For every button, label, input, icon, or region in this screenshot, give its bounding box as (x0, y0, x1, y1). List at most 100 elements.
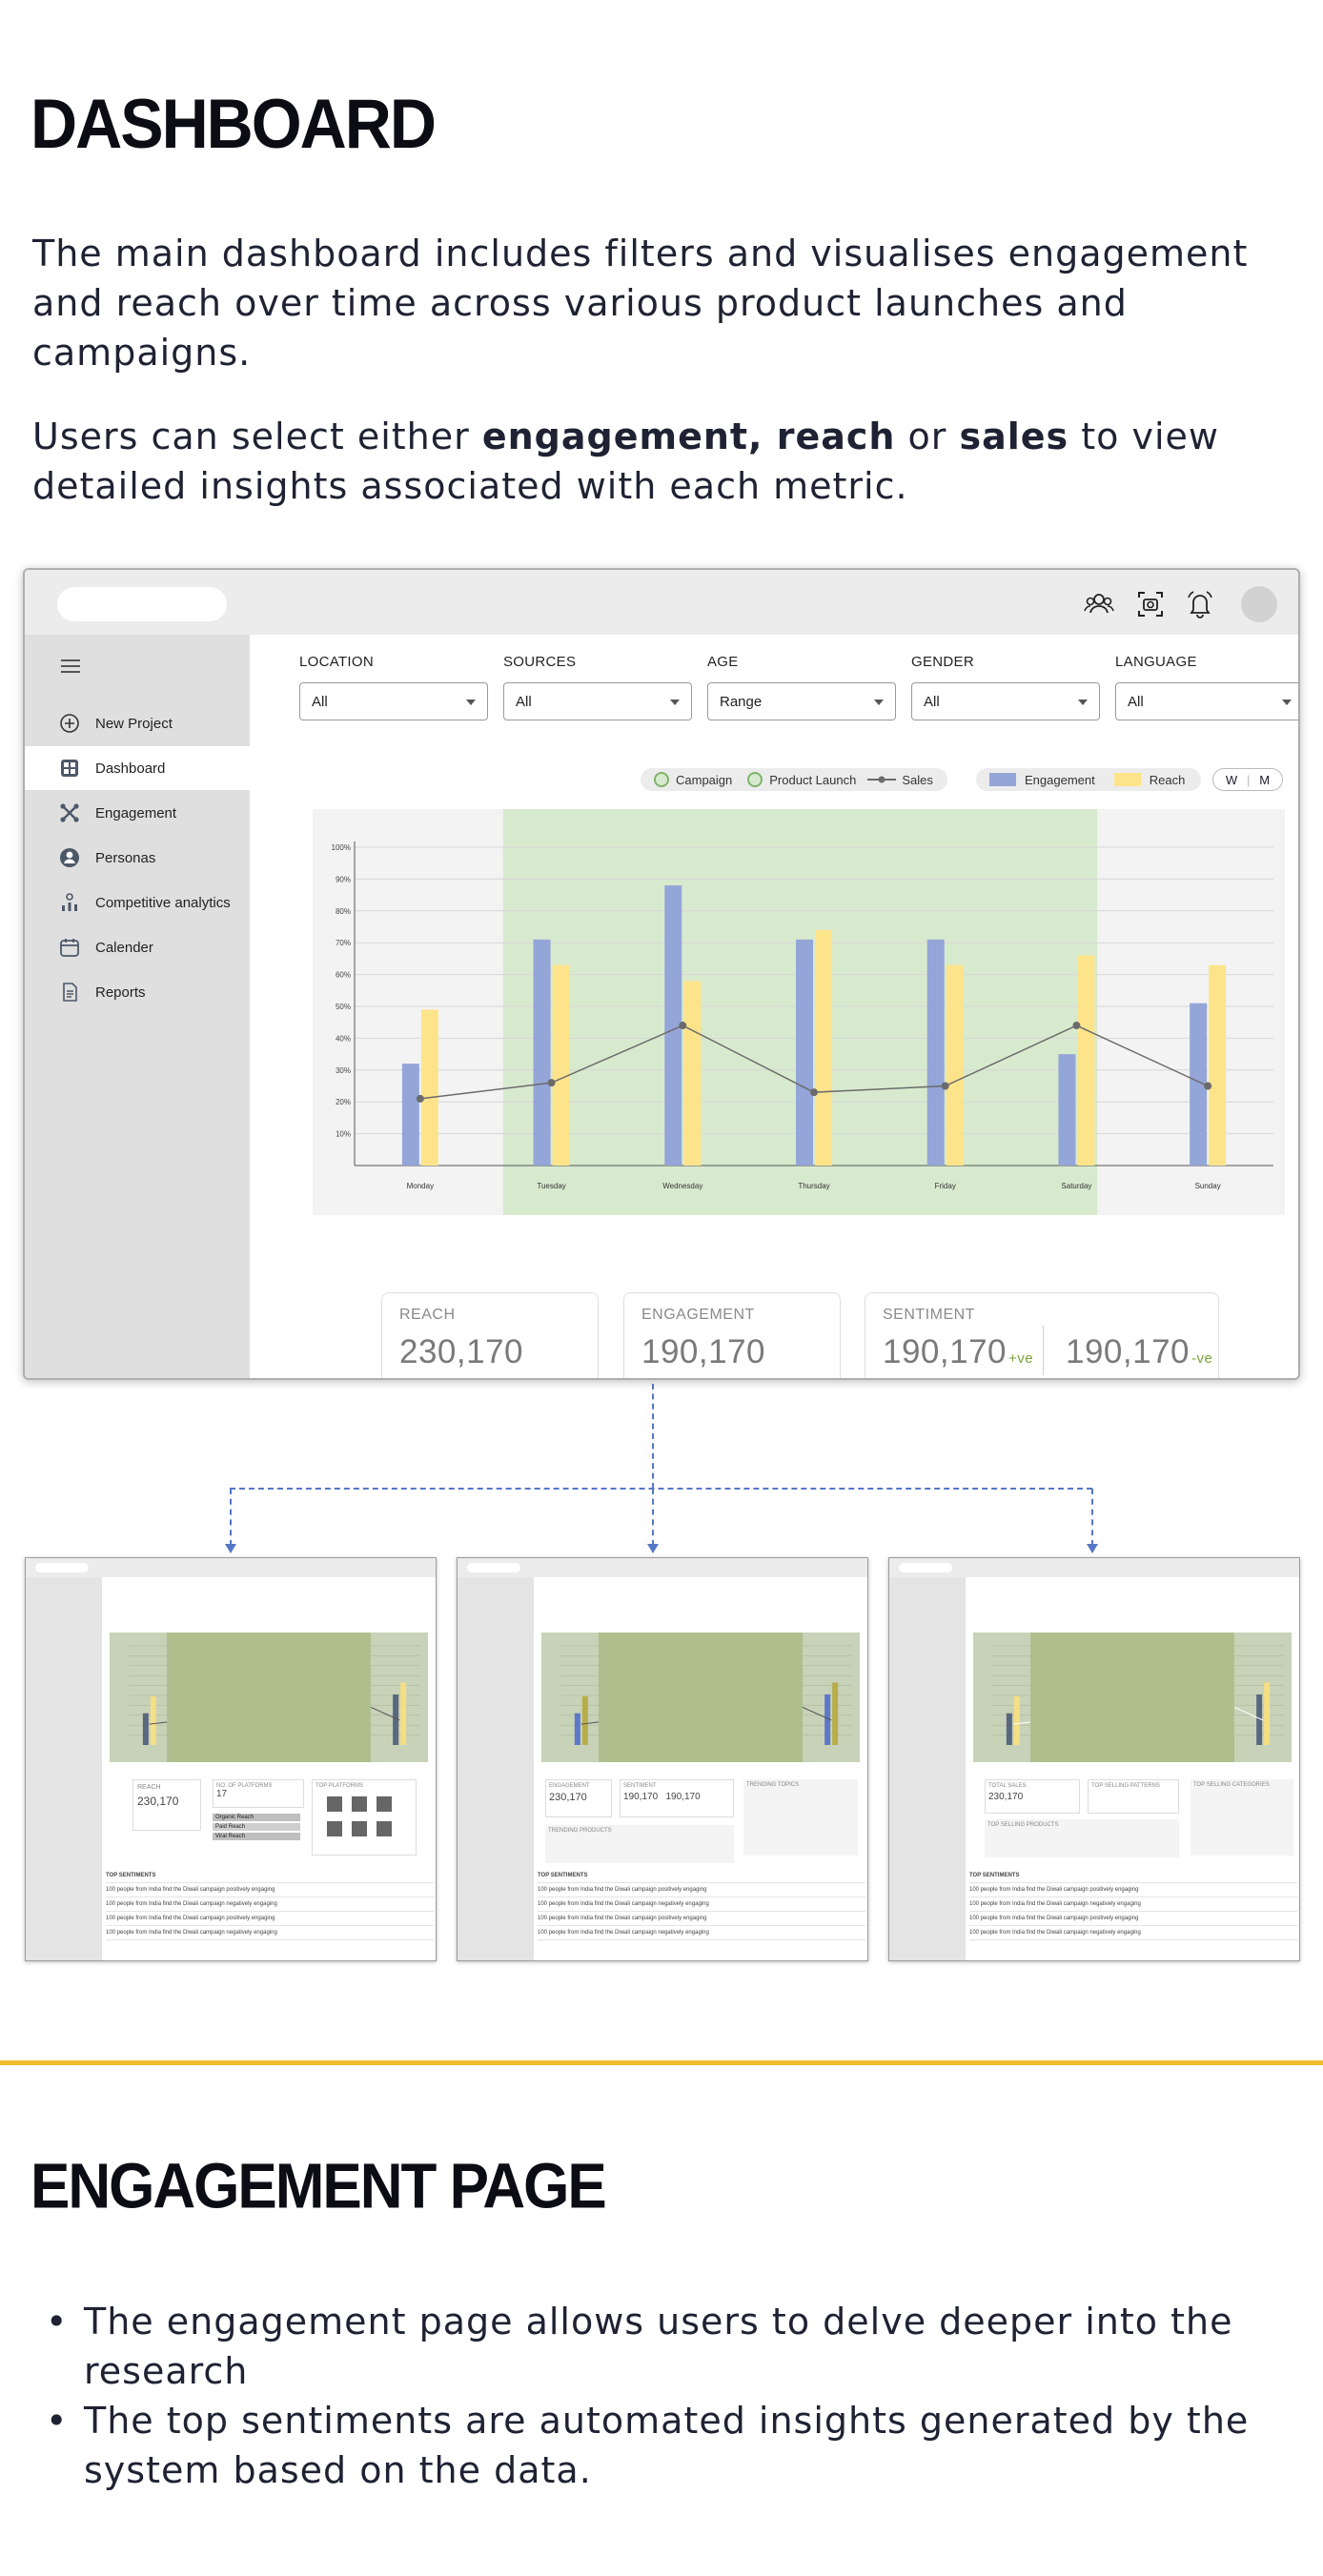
mini-selling-patterns: TOP SELLING PATTERNS (1088, 1779, 1179, 1814)
location-select[interactable]: All (299, 682, 488, 720)
sidebar-item-label: Dashboard (95, 760, 166, 777)
y-tick-label: 100% (332, 843, 351, 852)
sentiment-card-title: SENTIMENT (883, 1307, 975, 1323)
x-tick-label: Friday (935, 1182, 956, 1190)
reach-card-title: REACH (399, 1307, 456, 1323)
engagement-bar (926, 939, 945, 1166)
users-icon[interactable] (1083, 588, 1115, 620)
sales-point (810, 1088, 818, 1097)
dashboard-title: DASHBOARD (31, 85, 437, 164)
thumbnail-reach-page[interactable]: REACH 230,170 NO. OF PLATFORMS 17 Organic … (25, 1557, 437, 1961)
avatar[interactable] (1241, 586, 1277, 622)
sidebar-item-personas[interactable]: Personas (25, 836, 259, 880)
thumbnail-engagement-page[interactable]: ENGAGEMENT 230,170 SENTIMENT 190,170 190,1… (457, 1557, 868, 1961)
person-icon (60, 848, 79, 867)
main-content: LOCATION All SOURCES All AGE Range GENDE… (250, 635, 1298, 1378)
mini-top-platforms: TOP PLATFORMS (312, 1779, 417, 1856)
sources-select[interactable]: All (503, 682, 692, 720)
thumbnail-sales-page[interactable]: TOTAL SALES 230,170 TOP SELLING PATTERNS … (888, 1557, 1300, 1961)
bullet-item: The engagement page allows users to delv… (32, 2297, 1291, 2396)
engagement-bar (401, 1064, 419, 1166)
age-select[interactable]: Range (707, 682, 896, 720)
mini-reach-bar (400, 1682, 407, 1745)
engagement-bullets: The engagement page allows users to delv… (32, 2297, 1291, 2495)
y-tick-label: 80% (336, 907, 351, 916)
filter-label-age: AGE (707, 654, 739, 670)
filter-label-location: LOCATION (299, 654, 374, 670)
campaign-legend-marker (654, 772, 669, 787)
mini-reach-card: REACH 230,170 (132, 1779, 201, 1831)
engagement-bar (664, 885, 682, 1166)
y-tick-label: 70% (336, 939, 351, 947)
engagement-card-value: 190,170 (641, 1333, 766, 1370)
sales-point (416, 1094, 424, 1103)
x-tick-label: Monday (407, 1182, 434, 1190)
toggle-month[interactable]: M (1259, 772, 1271, 787)
sidebar: New Project Dashboard Engagement Persona… (25, 635, 259, 1378)
reach-bar (1209, 964, 1227, 1166)
sidebar-item-dashboard[interactable]: Dashboard (25, 746, 259, 790)
legend-sales[interactable]: Sales (902, 772, 933, 787)
mini-sentiments-table: TOP SENTIMENTS 100 people from India find… (969, 1869, 1297, 1940)
event-legend: Campaign Product Launch Sales (641, 768, 947, 791)
engagement-page-title: ENGAGEMENT PAGE (31, 2151, 607, 2222)
sidebar-item-label: Competitive analytics (95, 894, 231, 911)
mini-sales-card: TOTAL SALES 230,170 (985, 1779, 1080, 1814)
mini-reach-bar (1264, 1682, 1271, 1745)
connector-trunk (652, 1384, 654, 1489)
arrow-down-icon (1087, 1544, 1098, 1553)
engagement-reach-chart: 10% 20% 30% 40% 50% 60% 70% 80% 90% 100% Monday Tue… (313, 809, 1285, 1215)
arrow-down-icon (647, 1544, 659, 1553)
engagement-card[interactable]: ENGAGEMENT 190,170 (623, 1292, 841, 1378)
sentiment-card[interactable]: SENTIMENT 190,170 +ve 190,170 -ve (865, 1292, 1219, 1378)
legend-campaign[interactable]: Campaign (676, 772, 733, 787)
camera-icon[interactable] (1134, 588, 1167, 620)
mini-selling-categories: TOP SELLING CATEGORIES (1191, 1779, 1293, 1856)
dashboard-mockup: New Project Dashboard Engagement Persona… (23, 568, 1300, 1380)
sales-point (1072, 1022, 1081, 1030)
sentiment-negative-value: 190,170 -ve (1066, 1333, 1213, 1370)
sales-point (679, 1022, 687, 1030)
gender-select[interactable]: All (911, 682, 1100, 720)
sidebar-item-competitive-analytics[interactable]: Competitive analytics (25, 881, 259, 924)
y-tick-label: 40% (336, 1034, 351, 1043)
mini-trending-products: TRENDING PRODUCTS (545, 1825, 734, 1863)
hamburger-menu-icon[interactable] (61, 659, 80, 677)
legend-reach[interactable]: Reach (1149, 772, 1186, 787)
bell-icon[interactable] (1184, 588, 1216, 620)
top-bar (25, 570, 1298, 635)
sidebar-item-new-project[interactable]: New Project (25, 701, 259, 745)
filter-label-sources: SOURCES (503, 654, 577, 670)
connector-right (1091, 1489, 1093, 1546)
language-select[interactable]: All (1115, 682, 1298, 720)
mini-reach-bar (1013, 1696, 1020, 1745)
calendar-icon (60, 939, 79, 957)
sidebar-item-reports[interactable]: Reports (25, 970, 259, 1014)
mini-reach-bar (832, 1682, 839, 1745)
reach-card-value: 230,170 (399, 1333, 524, 1370)
legend-engagement[interactable]: Engagement (1025, 772, 1095, 787)
search-input[interactable] (57, 587, 227, 621)
engagement-card-title: ENGAGEMENT (641, 1307, 755, 1323)
section-divider (0, 2060, 1323, 2065)
connector-left (230, 1489, 232, 1546)
sentiment-positive-value: 190,170 +ve (883, 1333, 1034, 1370)
dashboard-intro-paragraph: The main dashboard includes filters and … (32, 233, 1249, 374)
filter-label-gender: GENDER (911, 654, 974, 670)
connector-bar (230, 1488, 1092, 1490)
sidebar-item-engagement[interactable]: Engagement (25, 791, 259, 835)
toggle-week[interactable]: W (1225, 772, 1238, 787)
mini-engagement-bar (1006, 1713, 1012, 1745)
x-tick-label: Wednesday (662, 1182, 702, 1190)
bullet-item: The top sentiments are automated insight… (32, 2396, 1291, 2495)
legend-product-launch[interactable]: Product Launch (769, 772, 857, 787)
reach-legend-swatch (1113, 773, 1141, 786)
sidebar-item-calender[interactable]: Calender (25, 925, 259, 969)
reach-card[interactable]: REACH 230,170 (381, 1292, 599, 1378)
x-tick-label: Thursday (798, 1182, 829, 1190)
sidebar-item-label: Calender (95, 939, 153, 956)
chart-svg: 10% 20% 30% 40% 50% 60% 70% 80% 90% 100% Monday Tue… (332, 809, 1273, 1215)
sales-point (941, 1082, 949, 1090)
y-tick-label: 60% (336, 971, 351, 980)
engagement-bar (1190, 1003, 1208, 1166)
